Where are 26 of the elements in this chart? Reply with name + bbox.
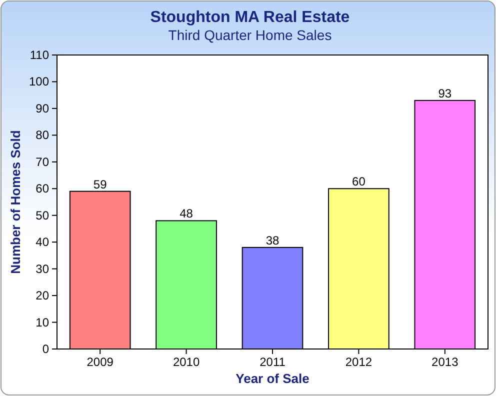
y-tick-label: 90: [36, 101, 50, 116]
x-tick-label: 2013: [432, 355, 459, 369]
data-label: 60: [352, 174, 366, 189]
x-tick-label: 2011: [260, 355, 286, 369]
y-tick-label: 100: [28, 74, 50, 89]
data-label: 48: [180, 206, 194, 221]
chart-subtitle: Third Quarter Home Sales: [168, 27, 332, 43]
x-axis-title: Year of Sale: [236, 371, 310, 386]
y-tick-label: 50: [36, 208, 50, 222]
data-label: 38: [266, 233, 280, 248]
x-tick-label: 2009: [86, 355, 114, 369]
y-axis-title: Number of Homes Sold: [8, 130, 23, 274]
y-tick-label: 10: [36, 315, 50, 330]
y-tick-label: 30: [36, 262, 50, 276]
data-label: 59: [93, 177, 108, 192]
x-tick-label: 2012: [345, 355, 372, 369]
y-tick-label: 40: [36, 235, 50, 250]
x-tick-label: 2010: [172, 355, 200, 369]
chart-title: Stoughton MA Real Estate: [150, 9, 350, 26]
y-tick-label: 110: [30, 48, 50, 62]
y-tick-label: 70: [36, 154, 50, 169]
y-tick-label: 0: [42, 342, 50, 356]
y-tick-label: 80: [36, 128, 50, 142]
data-label: 93: [438, 86, 452, 100]
y-tick-label: 20: [36, 288, 50, 303]
y-tick-label: 60: [36, 182, 50, 196]
